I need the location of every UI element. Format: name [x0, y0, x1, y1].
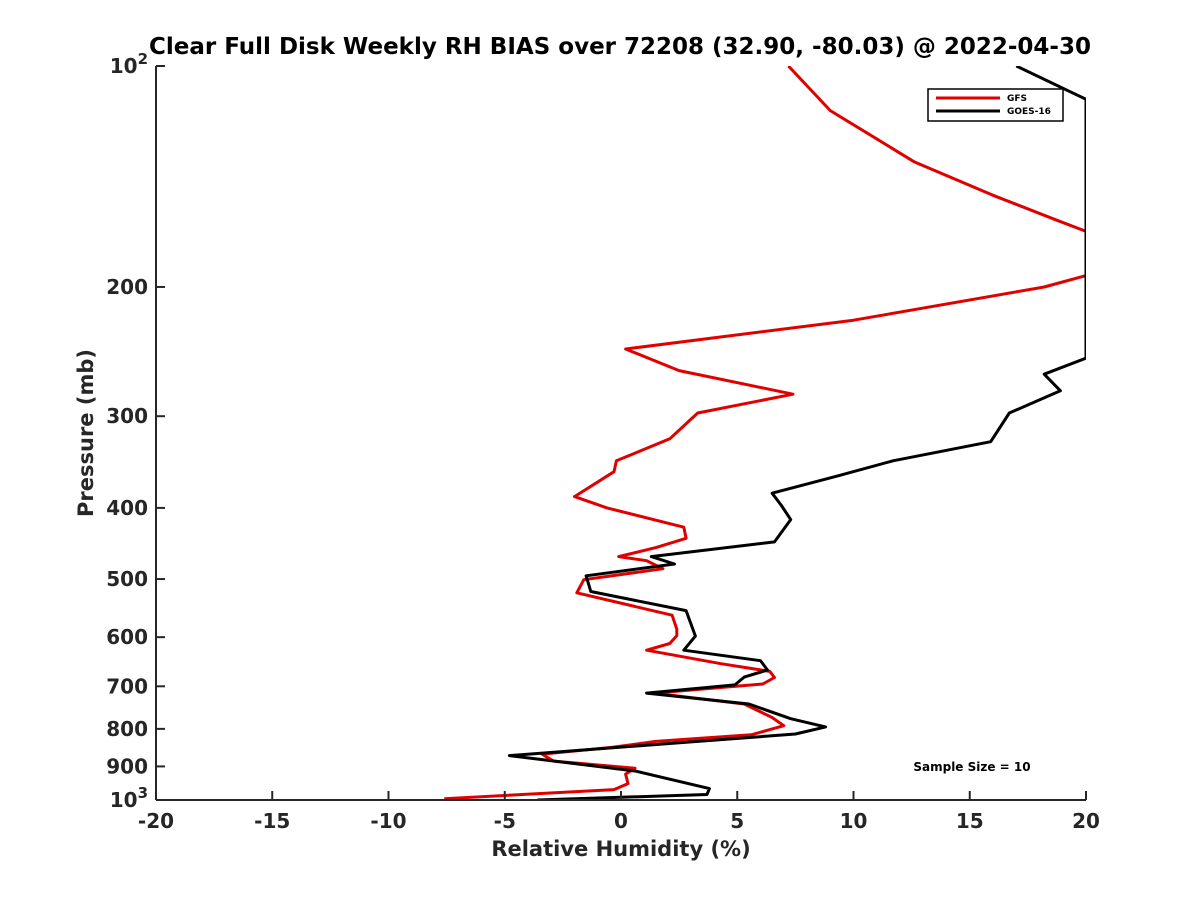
series-line-gfs: [444, 66, 1086, 800]
legend-label: GOES-16: [1007, 107, 1051, 117]
y-tick-label: 900: [106, 754, 148, 778]
y-tick-label: 800: [106, 717, 148, 741]
y-tick-label: 700: [106, 674, 148, 698]
x-tick-label: 15: [956, 809, 984, 833]
legend-label: GFS: [1007, 94, 1027, 104]
y-tick-label: 400: [106, 496, 148, 520]
x-tick-label: 0: [614, 809, 628, 833]
y-axis-label: Pressure (mb): [74, 349, 98, 517]
x-tick-label: -20: [138, 809, 174, 833]
legend: GFS GOES-16: [927, 88, 1064, 122]
y-tick-label: 200: [106, 275, 148, 299]
ticks: -20 -15 -10 -5 0 5 10 15 20 102 200 300 400 500 600 700…: [106, 50, 1100, 833]
sample-size-annotation: Sample Size = 10: [913, 760, 1030, 774]
y-tick-label: 600: [106, 625, 148, 649]
x-tick-label: -15: [254, 809, 290, 833]
x-tick-label: -10: [370, 809, 406, 833]
x-tick-label: -5: [494, 809, 516, 833]
x-tick-label: 5: [730, 809, 744, 833]
y-tick-label: 103: [110, 784, 148, 812]
y-tick-label: 102: [110, 50, 148, 78]
x-tick-label: 20: [1072, 809, 1100, 833]
y-tick-label: 500: [106, 567, 148, 591]
series-layer: [444, 66, 1086, 800]
series-line-goes-16: [507, 66, 1086, 800]
chart-title: Clear Full Disk Weekly RH BIAS over 7220…: [149, 34, 1091, 60]
legend-box: [927, 88, 1064, 122]
y-tick-label: 300: [106, 404, 148, 428]
x-tick-label: 10: [840, 809, 868, 833]
x-axis-label: Relative Humidity (%): [491, 837, 750, 861]
